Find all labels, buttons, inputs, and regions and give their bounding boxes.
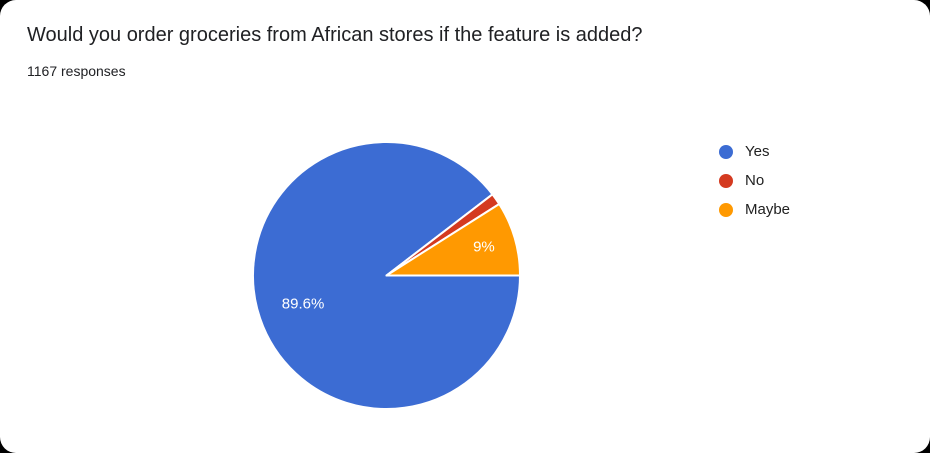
chart-legend: Yes No Maybe — [719, 144, 790, 217]
responses-count: 1167 responses — [27, 63, 126, 79]
legend-label: Maybe — [745, 201, 791, 218]
legend-label: No — [745, 172, 765, 189]
pie-slice-label-yes: 89.6% — [282, 295, 325, 312]
legend-swatch-icon — [719, 173, 733, 188]
legend-label: Yes — [745, 143, 770, 160]
legend-swatch-icon — [719, 202, 733, 217]
legend-swatch-icon — [719, 144, 733, 159]
pie-slice-maybe[interactable] — [385, 202, 521, 277]
legend-item-maybe: Maybe — [719, 202, 790, 217]
pie-slice-label-maybe: 9% — [473, 239, 495, 256]
legend-item-yes: Yes — [719, 144, 790, 159]
pie-chart: 89.6% 9% — [252, 141, 521, 410]
question-title: Would you order groceries from African s… — [27, 24, 643, 46]
legend-item-no: No — [719, 173, 790, 188]
